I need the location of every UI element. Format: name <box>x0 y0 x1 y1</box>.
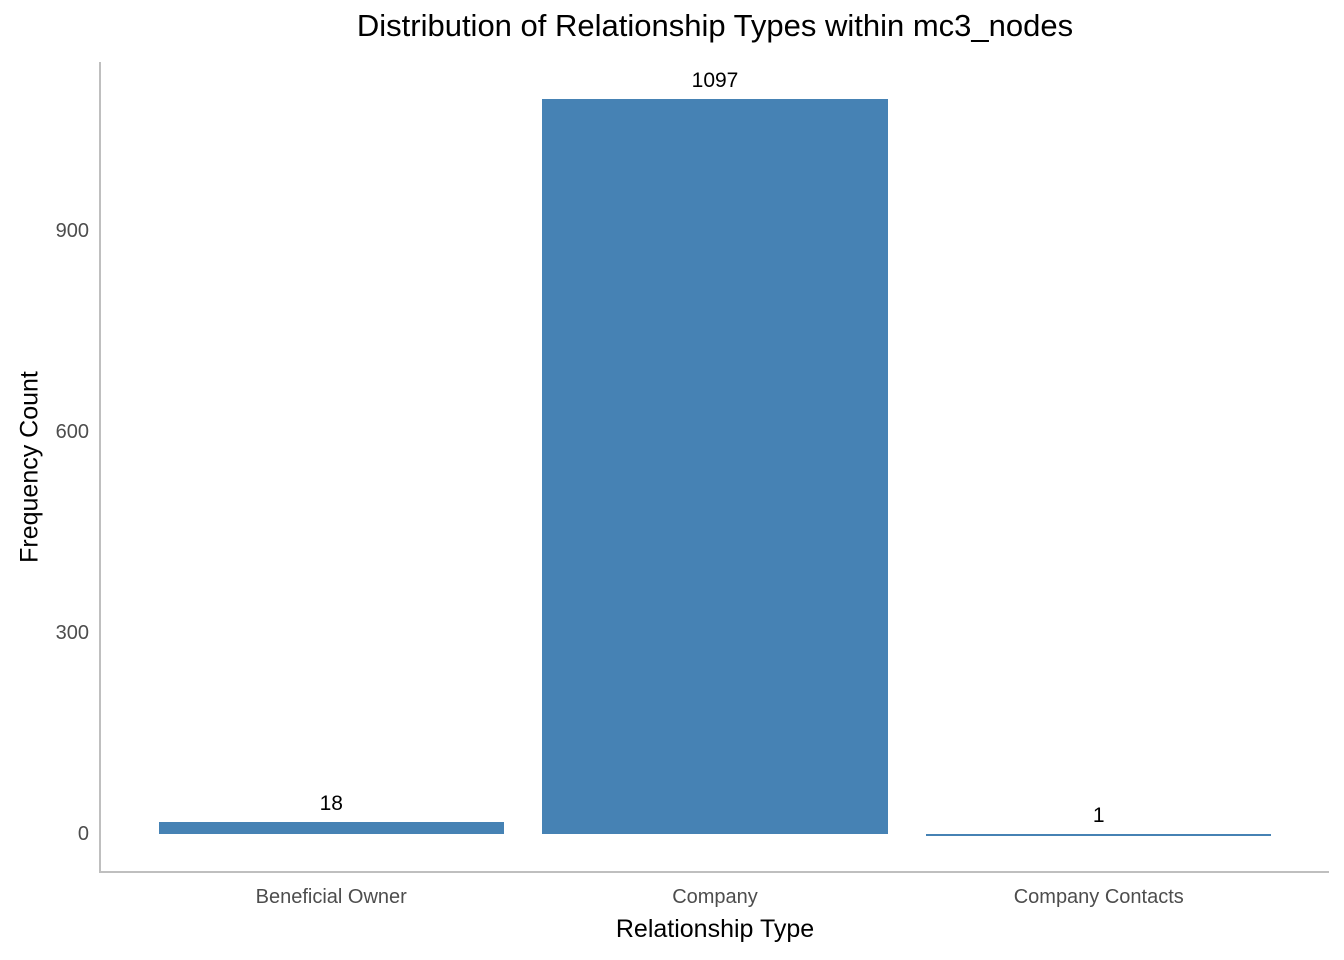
bar-value-label: 1097 <box>691 68 739 92</box>
y-axis-line <box>99 62 101 873</box>
bar-value-label: 18 <box>319 792 343 816</box>
y-tick-label: 300 <box>55 622 89 645</box>
y-tick-label: 0 <box>77 823 89 846</box>
y-tick-label: 900 <box>55 219 89 242</box>
x-tick-label: Company <box>672 886 758 908</box>
y-axis-title: Frequency Count <box>15 371 44 563</box>
bar-company-contacts <box>926 833 1272 836</box>
chart-title: Distribution of Relationship Types withi… <box>356 8 1074 43</box>
bar-beneficial-owner <box>158 822 504 835</box>
x-axis-title: Relationship Type <box>615 915 815 943</box>
x-axis-line <box>99 871 1329 873</box>
bar-company <box>542 98 888 835</box>
y-tick-label: 600 <box>55 420 89 443</box>
bar-value-label: 1 <box>1092 803 1105 827</box>
x-tick-label: Beneficial Owner <box>255 886 407 908</box>
x-tick-label: Company Contacts <box>1013 886 1184 908</box>
